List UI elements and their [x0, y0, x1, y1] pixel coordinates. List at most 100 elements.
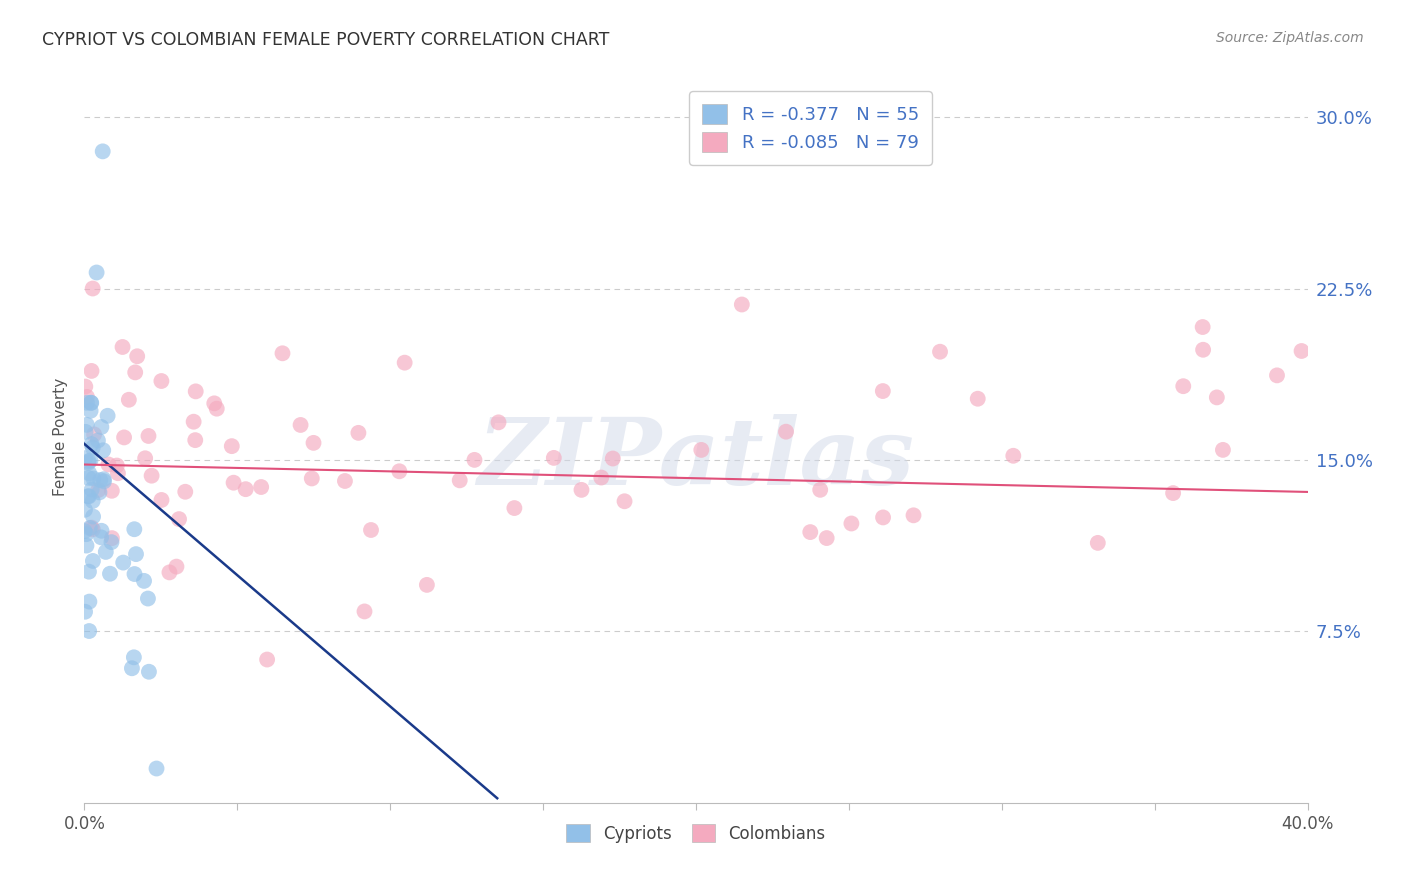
Text: CYPRIOT VS COLOMBIAN FEMALE POVERTY CORRELATION CHART: CYPRIOT VS COLOMBIAN FEMALE POVERTY CORR… — [42, 31, 610, 49]
Point — [76, 539, 98, 553]
Point — [394, 356, 416, 370]
Point — [124, 365, 146, 379]
Point — [808, 483, 831, 497]
Point — [353, 604, 375, 618]
Point — [77, 565, 100, 579]
Point — [90, 530, 112, 544]
Point — [136, 591, 159, 606]
Point — [89, 473, 111, 487]
Point — [132, 574, 155, 588]
Point — [360, 523, 382, 537]
Point — [112, 430, 135, 444]
Point — [82, 471, 104, 485]
Point — [591, 470, 613, 484]
Point — [1191, 320, 1213, 334]
Point — [966, 392, 988, 406]
Point — [80, 483, 103, 497]
Point — [145, 762, 167, 776]
Point — [174, 484, 197, 499]
Point — [83, 427, 105, 442]
Point — [82, 554, 104, 568]
Point — [488, 415, 510, 429]
Y-axis label: Female Poverty: Female Poverty — [53, 378, 69, 496]
Point — [250, 480, 273, 494]
Point — [127, 349, 149, 363]
Point — [290, 417, 312, 432]
Point — [222, 475, 245, 490]
Point — [121, 661, 143, 675]
Point — [112, 556, 135, 570]
Point — [86, 266, 108, 280]
Point — [76, 489, 98, 503]
Point — [73, 451, 96, 466]
Point — [122, 650, 145, 665]
Point — [347, 425, 370, 440]
Point — [79, 521, 101, 535]
Point — [80, 396, 103, 410]
Point — [73, 524, 96, 538]
Point — [79, 453, 101, 467]
Point — [184, 433, 207, 447]
Point — [80, 521, 103, 535]
Point — [1161, 486, 1184, 500]
Point — [75, 527, 97, 541]
Point — [87, 483, 110, 497]
Point — [903, 508, 925, 523]
Point — [449, 474, 471, 488]
Point — [799, 525, 821, 540]
Point — [77, 489, 100, 503]
Point — [184, 384, 207, 399]
Point — [97, 458, 120, 472]
Point — [1173, 379, 1195, 393]
Point — [1087, 536, 1109, 550]
Point — [73, 605, 96, 619]
Point — [80, 396, 103, 410]
Point — [76, 396, 98, 410]
Legend: Cypriots, Colombians: Cypriots, Colombians — [560, 817, 832, 849]
Point — [101, 483, 124, 498]
Point — [125, 547, 148, 561]
Point — [141, 468, 163, 483]
Point — [256, 652, 278, 666]
Point — [77, 471, 100, 485]
Point — [91, 443, 114, 458]
Point — [202, 396, 225, 410]
Point — [166, 559, 188, 574]
Point — [872, 510, 894, 524]
Point — [118, 392, 141, 407]
Point — [89, 485, 111, 500]
Point — [138, 429, 160, 443]
Point — [77, 624, 100, 638]
Point — [93, 475, 115, 489]
Point — [82, 494, 104, 508]
Point — [134, 451, 156, 466]
Point — [543, 450, 565, 465]
Point — [167, 512, 190, 526]
Point — [90, 524, 112, 538]
Point — [90, 420, 112, 434]
Point — [82, 522, 104, 536]
Point — [77, 454, 100, 468]
Point — [80, 364, 103, 378]
Point — [82, 441, 104, 455]
Point — [333, 474, 356, 488]
Point — [75, 425, 97, 439]
Point — [183, 415, 205, 429]
Point — [815, 531, 838, 545]
Point — [94, 545, 117, 559]
Point — [929, 344, 952, 359]
Point — [775, 425, 797, 439]
Point — [87, 434, 110, 448]
Point — [82, 509, 104, 524]
Point — [80, 437, 103, 451]
Point — [79, 467, 101, 481]
Point — [150, 492, 173, 507]
Point — [138, 665, 160, 679]
Point — [97, 409, 120, 423]
Point — [416, 578, 439, 592]
Point — [731, 297, 754, 311]
Point — [76, 390, 98, 404]
Point — [602, 451, 624, 466]
Point — [690, 442, 713, 457]
Point — [98, 566, 121, 581]
